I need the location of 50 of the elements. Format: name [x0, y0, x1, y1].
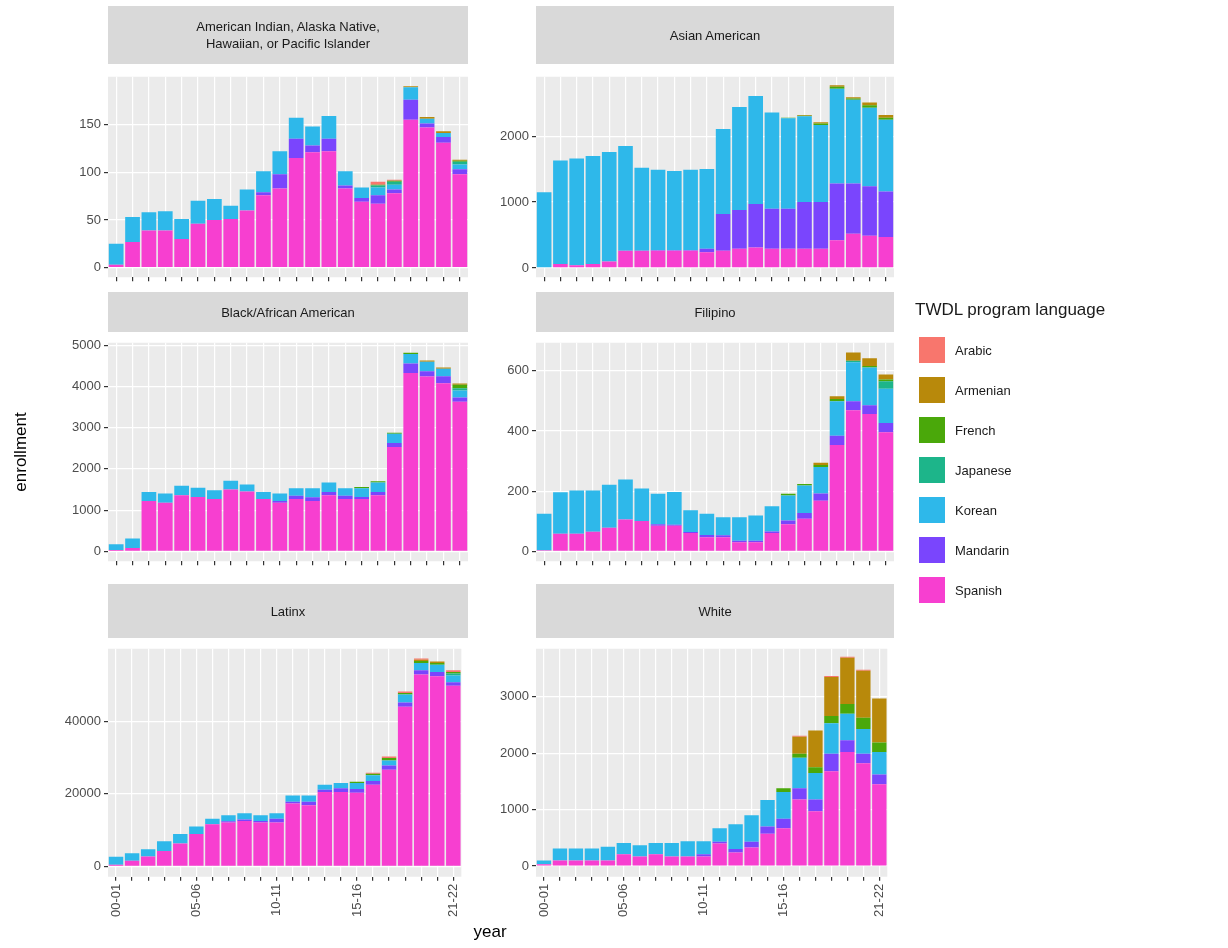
y-tick-label: 20000	[64, 785, 101, 801]
chart-title: Asian American	[536, 6, 894, 64]
x-tick-label: 21-22	[870, 883, 886, 917]
chart-title: Latinx	[108, 584, 468, 638]
y-tick-label: 3000	[500, 688, 529, 704]
chart-title: Filipino	[536, 292, 894, 332]
y-tick-label: 1000	[500, 801, 529, 817]
x-tick-label: 00-01	[535, 883, 551, 917]
legend-label: Spanish	[955, 582, 1002, 598]
legend-label: Mandarin	[955, 542, 1010, 558]
y-tick-label: 50	[86, 211, 101, 227]
x-tick-label: 15-16	[348, 883, 364, 917]
y-axis-title: enrollment	[10, 412, 31, 492]
legend-label: Armenian	[955, 382, 1011, 398]
y-tick-label: 0	[521, 857, 529, 873]
y-tick-label: 400	[507, 422, 529, 438]
y-tick-label: 40000	[64, 712, 101, 728]
y-tick-label: 0	[93, 542, 101, 558]
y-tick-label: 2000	[500, 127, 529, 143]
legend-label: Japanese	[955, 462, 1012, 478]
legend-label: Korean	[955, 502, 997, 518]
chart-title: Black/African American	[108, 292, 468, 332]
y-tick-label: 0	[521, 542, 529, 558]
y-tick-label: 0	[93, 259, 101, 275]
chart-title: American Indian, Alaska Native, Hawaiian, or Pacific Islander	[108, 6, 468, 64]
x-tick-label: 00-01	[107, 883, 123, 917]
chart-title: White	[536, 584, 894, 638]
x-axis-title: year	[473, 922, 507, 942]
x-tick-label: 05-06	[615, 883, 631, 917]
x-tick-label: 21-22	[444, 883, 460, 917]
y-tick-label: 0	[521, 259, 529, 275]
y-tick-label: 3000	[72, 419, 101, 435]
x-tick-label: 05-06	[187, 883, 203, 917]
y-tick-label: 5000	[72, 336, 101, 352]
y-tick-label: 200	[507, 482, 529, 498]
y-tick-label: 100	[79, 163, 101, 179]
x-tick-label: 10-11	[695, 883, 711, 917]
y-tick-label: 1000	[500, 193, 529, 209]
x-tick-label: 10-11	[268, 883, 284, 917]
y-tick-label: 2000	[72, 460, 101, 476]
y-tick-label: 4000	[72, 378, 101, 394]
y-tick-label: 600	[507, 362, 529, 378]
x-tick-label: 15-16	[775, 883, 791, 917]
y-tick-label: 1000	[72, 501, 101, 517]
legend-title: TWDL program language	[915, 300, 1106, 320]
y-tick-label: 150	[79, 116, 101, 132]
legend-label: French	[955, 422, 996, 438]
legend-label: Arabic	[955, 342, 992, 358]
y-tick-label: 2000	[500, 744, 529, 760]
y-tick-label: 0	[93, 857, 101, 873]
